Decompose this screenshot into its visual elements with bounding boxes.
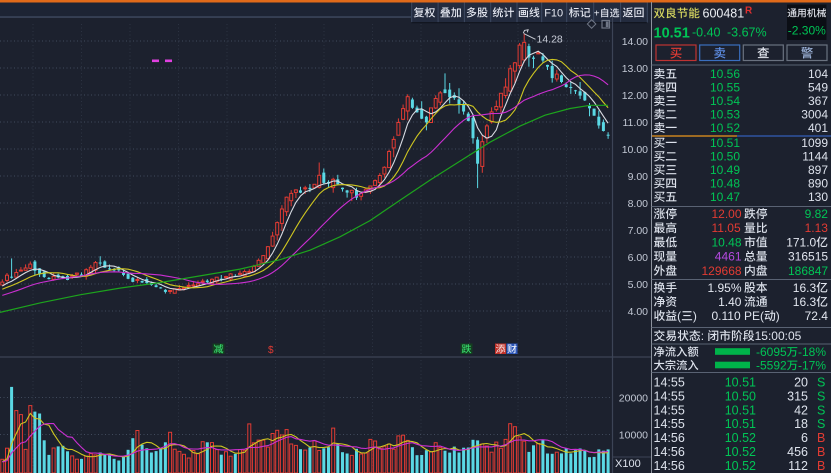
- svg-text:549: 549: [808, 81, 828, 95]
- svg-text:10.50: 10.50: [710, 150, 740, 164]
- svg-text:10.53: 10.53: [710, 108, 740, 122]
- svg-text:(: (: [677, 309, 681, 323]
- svg-text:11.05: 11.05: [712, 221, 741, 235]
- svg-text:129668: 129668: [702, 264, 742, 278]
- svg-text:14:56: 14:56: [654, 445, 685, 459]
- svg-text:1144: 1144: [802, 150, 828, 164]
- svg-text:10.51: 10.51: [654, 26, 690, 42]
- svg-text:367: 367: [808, 94, 828, 108]
- svg-text:8.00: 8.00: [628, 198, 649, 210]
- svg-text:186847: 186847: [788, 264, 828, 278]
- svg-text:5.00: 5.00: [628, 279, 649, 291]
- svg-text:X100: X100: [615, 458, 641, 470]
- svg-text:B: B: [817, 459, 825, 473]
- svg-text:12.00: 12.00: [712, 207, 742, 221]
- svg-text:-5592: -5592: [756, 358, 787, 372]
- svg-text:S: S: [817, 389, 825, 403]
- svg-text:): ): [693, 309, 697, 323]
- svg-text:14:55: 14:55: [654, 403, 685, 417]
- svg-text:130: 130: [808, 190, 828, 204]
- svg-text:$: $: [268, 345, 274, 356]
- svg-text:R: R: [745, 6, 753, 17]
- svg-text:10.48: 10.48: [712, 235, 742, 249]
- svg-text::: :: [701, 329, 704, 343]
- svg-text:+: +: [594, 9, 600, 20]
- svg-text:14.28: 14.28: [537, 34, 563, 46]
- svg-text:10.52: 10.52: [725, 431, 756, 445]
- svg-text:1.95%: 1.95%: [708, 281, 742, 295]
- svg-text:14.00: 14.00: [622, 36, 648, 48]
- svg-text:1.40: 1.40: [718, 295, 742, 309]
- svg-text:16.3: 16.3: [793, 281, 817, 295]
- svg-text:13.00: 13.00: [622, 63, 648, 75]
- svg-text:72.4: 72.4: [805, 309, 829, 323]
- svg-text:171.0: 171.0: [786, 235, 816, 249]
- svg-text:10.51: 10.51: [725, 403, 756, 417]
- svg-text:9.00: 9.00: [628, 171, 649, 183]
- svg-text:14:55: 14:55: [654, 376, 685, 390]
- svg-text:S: S: [817, 376, 825, 390]
- svg-text:315: 315: [787, 389, 808, 403]
- svg-text:14:55: 14:55: [654, 417, 685, 431]
- svg-text:10.54: 10.54: [710, 94, 740, 108]
- svg-text:12.00: 12.00: [622, 90, 648, 102]
- svg-text:B: B: [817, 445, 825, 459]
- svg-text:9.82: 9.82: [805, 207, 829, 221]
- svg-text:10.47: 10.47: [710, 190, 740, 204]
- svg-text:42: 42: [794, 403, 808, 417]
- svg-text:-0.40: -0.40: [692, 26, 721, 40]
- svg-text:10.52: 10.52: [725, 459, 756, 473]
- svg-text:15:00:05: 15:00:05: [755, 329, 802, 343]
- svg-text:10.48: 10.48: [710, 177, 740, 191]
- svg-text:10.50: 10.50: [725, 389, 756, 403]
- svg-text:16.3: 16.3: [793, 295, 817, 309]
- svg-text:-17%: -17%: [798, 358, 826, 372]
- svg-text:4461: 4461: [715, 250, 742, 264]
- svg-text:20: 20: [794, 376, 808, 390]
- svg-text:897: 897: [808, 163, 828, 177]
- svg-text:-3.67%: -3.67%: [727, 26, 767, 40]
- svg-text:10.51: 10.51: [710, 136, 740, 150]
- svg-text:0.110: 0.110: [712, 309, 741, 323]
- svg-text:10.49: 10.49: [710, 163, 740, 177]
- svg-text:1099: 1099: [801, 136, 828, 150]
- svg-text:10.51: 10.51: [725, 376, 756, 390]
- svg-text:S: S: [817, 417, 825, 431]
- svg-text:7.00: 7.00: [628, 225, 649, 237]
- svg-text:-6095: -6095: [756, 345, 787, 359]
- svg-text:11.00: 11.00: [623, 117, 649, 129]
- svg-text:316515: 316515: [788, 250, 828, 264]
- svg-text:10.55: 10.55: [710, 81, 740, 95]
- svg-text:890: 890: [808, 177, 828, 191]
- svg-text:F10: F10: [544, 8, 563, 20]
- svg-text:10000: 10000: [619, 430, 648, 442]
- svg-text:18: 18: [794, 417, 808, 431]
- svg-text:10.52: 10.52: [725, 445, 756, 459]
- svg-text:112: 112: [788, 459, 808, 473]
- svg-text:10.51: 10.51: [725, 417, 756, 431]
- svg-text:14:55: 14:55: [654, 389, 685, 403]
- svg-text:14:56: 14:56: [654, 431, 685, 445]
- svg-text:S: S: [817, 403, 825, 417]
- svg-text:3004: 3004: [801, 108, 828, 122]
- svg-text:10.00: 10.00: [622, 144, 648, 156]
- svg-text:6: 6: [801, 431, 808, 445]
- svg-text:456: 456: [787, 445, 808, 459]
- svg-text:104: 104: [808, 67, 828, 81]
- svg-text:-2.30%: -2.30%: [788, 24, 826, 38]
- svg-text:14:56: 14:56: [654, 459, 685, 473]
- svg-text:20000: 20000: [619, 393, 648, 405]
- svg-text:401: 401: [808, 121, 828, 135]
- svg-text:10.56: 10.56: [710, 67, 740, 81]
- svg-text:1.13: 1.13: [805, 221, 829, 235]
- svg-text:4.00: 4.00: [628, 306, 649, 318]
- svg-text:B: B: [817, 431, 825, 445]
- svg-text:PE(: PE(: [744, 309, 764, 323]
- svg-text:-18%: -18%: [798, 345, 826, 359]
- svg-text:600481: 600481: [703, 6, 745, 20]
- svg-text:10.52: 10.52: [710, 121, 740, 135]
- svg-text:): ): [776, 309, 780, 323]
- svg-text:6.00: 6.00: [628, 252, 649, 264]
